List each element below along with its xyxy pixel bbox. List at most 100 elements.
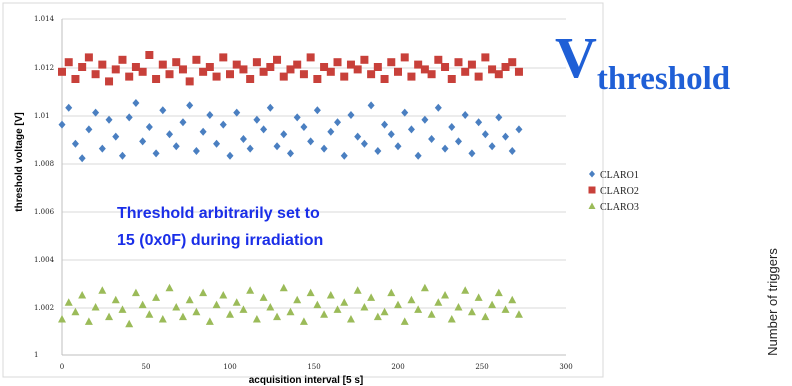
data-point [125,113,133,122]
x-tick-label: 100 [223,363,236,371]
data-point [421,115,429,124]
data-point [353,65,362,74]
series-claro3 [58,283,523,328]
data-point [239,305,248,313]
data-point [125,72,134,81]
data-point [246,75,255,83]
data-point [340,298,349,306]
data-point [401,108,409,117]
y-tick-label: 1.004 [34,256,55,264]
data-point [286,307,295,316]
data-point [447,315,456,323]
data-point [373,63,382,71]
data-point [58,315,66,323]
x-tick-label: 0 [60,363,64,371]
data-point [454,137,462,146]
data-point [71,307,80,316]
data-point [91,70,100,79]
data-point [172,142,180,151]
data-point [252,315,261,323]
data-point [420,283,429,292]
data-point [367,101,375,110]
data-point [280,130,288,139]
data-point [434,298,443,306]
number-of-triggers-label: Number of triggers [765,248,780,356]
data-point [98,60,107,69]
data-point [233,108,241,117]
data-point [481,130,489,139]
data-point [414,151,422,160]
data-point [340,151,348,160]
x-tick-label: 300 [559,363,572,371]
data-point [508,295,517,304]
data-point [226,151,234,160]
data-point [84,53,93,62]
data-point [266,103,274,112]
data-point [488,142,496,151]
data-point [501,63,510,71]
data-point [394,67,402,76]
data-point [441,291,450,299]
data-point [353,286,362,294]
data-point [461,111,469,119]
x-tick-label: 150 [307,363,320,371]
legend-swatch-claro1 [589,170,595,178]
data-point [326,67,335,76]
y-tick-label: 1.002 [34,304,54,312]
data-point [246,286,255,294]
data-point [98,286,107,294]
data-point [346,315,355,323]
data-point [407,72,416,81]
tick-labels: 1 1.002 1.004 1.006 1.008 1.01 1.012 1.014 0 50 10… [34,15,573,371]
series-claro1 [58,99,523,163]
y-tick-label: 1.006 [34,208,55,216]
data-point [360,303,369,311]
data-point [226,70,234,79]
data-point [165,70,174,79]
data-point [145,123,153,131]
data-point [253,115,261,124]
data-point [447,75,456,83]
data-point [205,63,214,71]
data-point [434,103,442,112]
data-point [347,111,355,119]
data-point [219,291,228,299]
data-point [192,55,201,64]
data-point [394,300,402,309]
data-point [427,310,436,318]
data-point [158,60,167,69]
x-tick-label: 250 [475,363,488,371]
data-point [488,300,497,309]
data-point [313,106,321,115]
data-point [481,312,490,321]
vthreshold-subscript: threshold [597,61,730,97]
data-point [454,58,463,67]
data-point [118,305,127,313]
data-point [367,293,376,301]
data-point [71,139,79,148]
annotation-line-2: 15 (0x0F) during irradiation [117,232,323,249]
x-tick-label: 50 [142,363,151,371]
data-point [172,303,181,311]
data-point [58,67,66,76]
data-point [488,65,497,74]
data-point [400,317,409,325]
data-point [286,65,295,74]
data-point [286,149,294,158]
data-point [260,125,268,134]
data-point [84,317,93,325]
data-point [279,72,288,81]
data-point [78,63,87,71]
data-point [387,288,396,297]
data-point [346,60,355,69]
vthreshold-main: V [555,25,597,90]
data-point [502,132,510,141]
data-point [441,63,450,71]
data-point [461,286,470,294]
data-point [333,305,342,313]
data-point [131,63,140,71]
data-point [158,315,167,323]
data-point [293,60,302,69]
data-point [467,60,476,69]
